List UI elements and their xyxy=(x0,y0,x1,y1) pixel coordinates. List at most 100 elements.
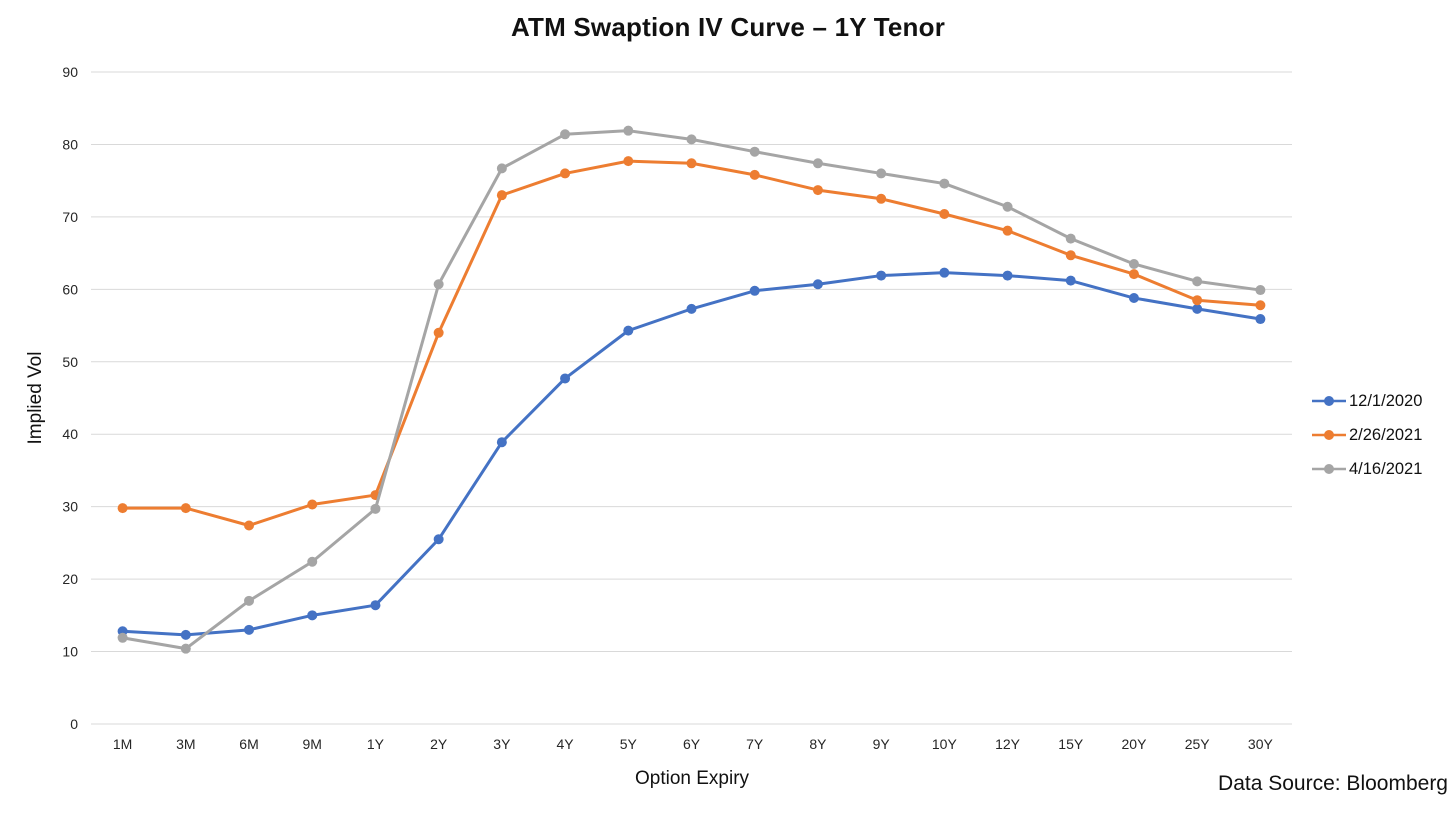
x-tick-label: 25Y xyxy=(1185,736,1211,752)
y-tick-label: 90 xyxy=(62,64,78,80)
legend-label: 12/1/2020 xyxy=(1349,391,1423,410)
data-point-2-25Y xyxy=(1192,276,1203,287)
x-tick-label: 6M xyxy=(239,736,258,752)
data-point-1-7Y xyxy=(749,169,760,180)
data-point-2-5Y xyxy=(623,125,634,136)
data-point-0-5Y xyxy=(623,325,634,336)
data-point-2-12Y xyxy=(1002,201,1013,212)
data-point-2-9Y xyxy=(876,168,887,179)
data-point-0-9M xyxy=(307,610,318,621)
x-tick-label: 2Y xyxy=(430,736,448,752)
y-tick-label: 0 xyxy=(70,716,78,732)
x-tick-label: 9Y xyxy=(873,736,891,752)
data-point-2-8Y xyxy=(812,158,823,169)
data-point-1-15Y xyxy=(1065,250,1076,261)
data-point-1-20Y xyxy=(1128,269,1139,280)
data-point-1-25Y xyxy=(1192,295,1203,306)
data-point-1-3Y xyxy=(496,190,507,201)
x-axis-title: Option Expiry xyxy=(634,768,750,789)
data-point-2-20Y xyxy=(1128,258,1139,269)
x-tick-label: 1Y xyxy=(367,736,385,752)
data-point-0-7Y xyxy=(749,285,760,296)
data-point-2-3Y xyxy=(496,163,507,174)
y-tick-label: 30 xyxy=(62,499,78,515)
data-point-2-30Y xyxy=(1255,285,1266,296)
data-point-0-1Y xyxy=(370,600,381,611)
data-point-2-2Y xyxy=(433,279,444,290)
legend-item-0: 12/1/2020 xyxy=(1312,384,1422,418)
data-point-1-9Y xyxy=(876,193,887,204)
data-source-note: Data Source: Bloomberg xyxy=(1218,772,1448,795)
data-point-0-9Y xyxy=(876,270,887,281)
legend-marker-icon xyxy=(1312,464,1346,474)
data-point-1-4Y xyxy=(560,168,571,179)
data-point-1-12Y xyxy=(1002,225,1013,236)
data-point-1-3M xyxy=(180,503,191,514)
data-point-0-3M xyxy=(180,629,191,640)
data-point-2-6M xyxy=(244,595,255,606)
x-tick-label: 3M xyxy=(176,736,195,752)
data-point-0-30Y xyxy=(1255,314,1266,325)
legend: 12/1/2020 2/26/2021 4/16/2021 xyxy=(1312,384,1422,486)
data-point-2-10Y xyxy=(939,178,950,189)
data-point-1-6M xyxy=(244,520,255,531)
x-tick-label: 8Y xyxy=(809,736,827,752)
y-tick-label: 60 xyxy=(62,281,78,297)
data-point-0-4Y xyxy=(560,373,571,384)
y-tick-label: 80 xyxy=(62,136,78,152)
y-tick-label: 50 xyxy=(62,354,78,370)
data-point-0-20Y xyxy=(1128,293,1139,304)
x-tick-label: 4Y xyxy=(557,736,575,752)
legend-marker-icon xyxy=(1312,430,1346,440)
data-point-0-3Y xyxy=(496,437,507,448)
x-tick-label: 3Y xyxy=(493,736,511,752)
data-point-1-5Y xyxy=(623,156,634,167)
legend-item-2: 4/16/2021 xyxy=(1312,452,1422,486)
data-point-2-4Y xyxy=(560,129,571,140)
data-point-0-2Y xyxy=(433,534,444,545)
series-line-0 xyxy=(122,271,1261,637)
data-point-1-2Y xyxy=(433,327,444,338)
data-point-1-8Y xyxy=(812,185,823,196)
legend-marker-icon xyxy=(1312,396,1346,406)
y-axis-title: Implied Vol xyxy=(25,351,46,445)
x-tick-label: 6Y xyxy=(683,736,701,752)
x-tick-label: 5Y xyxy=(620,736,638,752)
y-tick-label: 10 xyxy=(62,644,78,660)
data-point-1-6Y xyxy=(686,158,697,169)
data-point-2-3M xyxy=(180,643,191,654)
data-point-0-10Y xyxy=(939,267,950,278)
x-tick-label: 10Y xyxy=(932,736,958,752)
data-point-0-25Y xyxy=(1192,303,1203,314)
legend-item-1: 2/26/2021 xyxy=(1312,418,1422,452)
x-tick-label: 12Y xyxy=(995,736,1021,752)
data-point-2-6Y xyxy=(686,134,697,145)
data-point-0-6M xyxy=(244,624,255,635)
x-tick-label: 30Y xyxy=(1248,736,1274,752)
data-point-0-15Y xyxy=(1065,275,1076,286)
series-line-2 xyxy=(122,129,1261,651)
data-point-0-8Y xyxy=(812,279,823,290)
y-tick-label: 70 xyxy=(62,209,78,225)
data-point-2-15Y xyxy=(1065,233,1076,244)
data-point-1-30Y xyxy=(1255,300,1266,311)
data-point-1-1M xyxy=(117,503,128,514)
y-tick-label: 20 xyxy=(62,571,78,587)
data-point-2-9M xyxy=(307,556,318,567)
x-tick-label: 7Y xyxy=(746,736,764,752)
x-tick-label: 15Y xyxy=(1058,736,1084,752)
y-tick-label: 40 xyxy=(62,426,78,442)
series-line-1 xyxy=(122,159,1261,528)
data-point-0-6Y xyxy=(686,303,697,314)
x-tick-label: 1M xyxy=(113,736,132,752)
x-tick-label: 20Y xyxy=(1122,736,1148,752)
data-point-2-1M xyxy=(117,632,128,643)
data-point-1-9M xyxy=(307,499,318,510)
legend-label: 2/26/2021 xyxy=(1349,425,1423,444)
chart-title: ATM Swaption IV Curve – 1Y Tenor xyxy=(510,12,946,42)
data-point-1-10Y xyxy=(939,208,950,219)
x-tick-label: 9M xyxy=(303,736,322,752)
data-point-0-12Y xyxy=(1002,270,1013,281)
